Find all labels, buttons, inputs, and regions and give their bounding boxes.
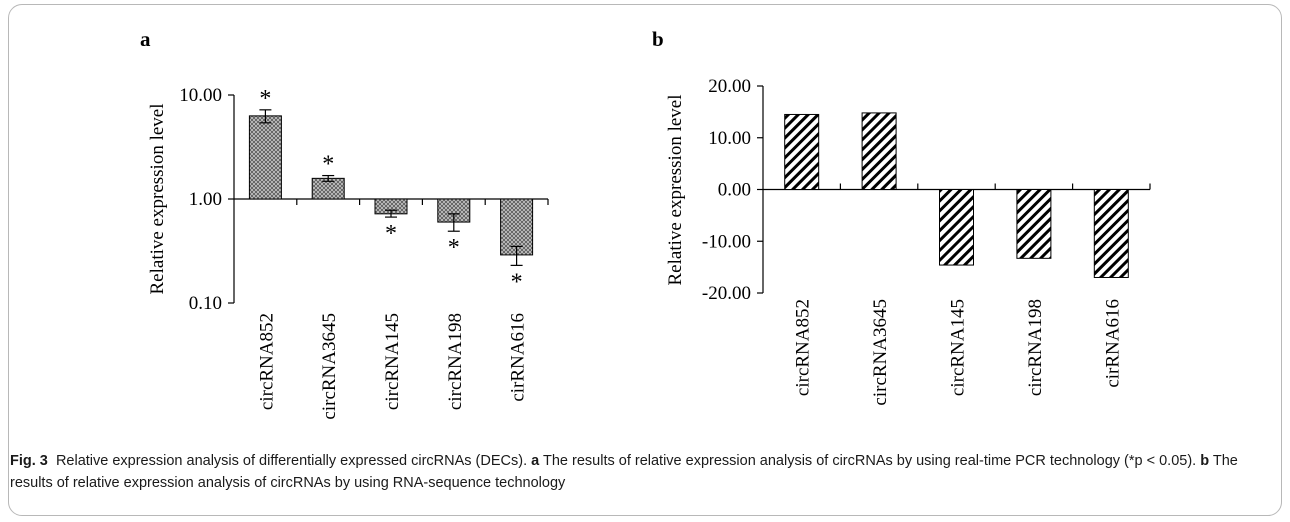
significance-marker: * <box>511 269 523 295</box>
y-tick-label: 1.00 <box>189 189 222 210</box>
x-tick-label: circRNA852 <box>793 299 814 396</box>
y-tick-label: 20.00 <box>708 76 751 97</box>
bar <box>1016 189 1052 259</box>
caption-part-a-label: a <box>531 453 540 469</box>
chart-panel-b: b -20.00 -10.00 0.00 10.00 20.00 Relative expr… <box>652 27 1151 406</box>
figure-charts: a 0.10 1.00 10.00 Relative expression level *… <box>140 27 1151 420</box>
caption-part-b-text: The results of relative expression analy… <box>10 453 1238 491</box>
x-tick-label: cirRNA616 <box>1102 299 1123 388</box>
caption-part-a-text: The results of relative expression analy… <box>543 453 1197 469</box>
y-axis-label: Relative expression level <box>147 104 168 295</box>
bar <box>861 112 897 190</box>
y-tick-label: 0.00 <box>718 180 751 201</box>
caption-fig-label: Fig. 3 <box>10 453 48 469</box>
figure-frame <box>8 4 1282 516</box>
significance-marker: * <box>259 86 271 112</box>
y-tick-label: 10.00 <box>179 85 222 106</box>
y-axis-label: Relative expression level <box>665 95 686 286</box>
significance-marker: * <box>385 221 397 247</box>
x-tick-label: circRNA3645 <box>870 299 891 406</box>
panel-b-label: b <box>652 27 664 51</box>
figure-caption: Fig. 3 Relative expression analysis of d… <box>10 450 1260 494</box>
bar <box>248 115 282 200</box>
chart-panel-a: a 0.10 1.00 10.00 Relative expression level *… <box>140 27 549 420</box>
x-tick-label: circRNA145 <box>382 313 403 410</box>
x-tick-label: circRNA852 <box>256 313 277 410</box>
y-tick-label: -10.00 <box>702 231 751 252</box>
bar <box>784 113 820 190</box>
x-tick-label: circRNA145 <box>948 299 969 396</box>
caption-part-b-label: b <box>1200 453 1210 469</box>
panel-a-label: a <box>140 27 151 51</box>
x-tick-label: circRNA3645 <box>319 313 340 420</box>
y-tick-label: 10.00 <box>708 128 751 149</box>
bar <box>1093 189 1129 278</box>
y-tick-label: 0.10 <box>189 293 222 314</box>
caption-fig-text: Relative expression analysis of differen… <box>55 453 528 469</box>
x-tick-label: circRNA198 <box>1025 299 1046 396</box>
y-tick-label: -20.00 <box>702 283 751 304</box>
significance-marker: * <box>322 152 334 178</box>
x-tick-label: cirRNA616 <box>508 313 529 402</box>
bar <box>939 189 974 266</box>
x-tick-label: circRNA198 <box>445 313 466 410</box>
significance-marker: * <box>448 235 460 261</box>
bar <box>500 198 534 256</box>
